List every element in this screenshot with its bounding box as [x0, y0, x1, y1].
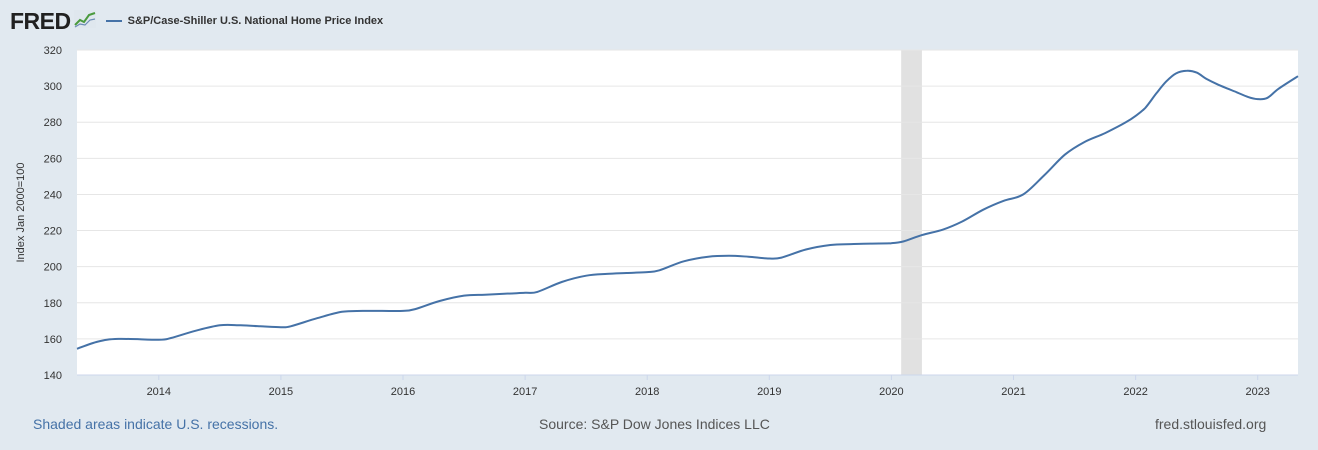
legend-line-marker [105, 20, 122, 22]
x-tick-label: 2014 [147, 386, 171, 398]
x-axis-ticks: 2014 2015 2016 2017 2018 2019 2020 2021 2022 2023 [77, 374, 1298, 398]
chart-header: FRED S&P/Case-Shiller U.S. National Home… [10, 8, 383, 34]
legend-label: S&P/Case-Shiller U.S. National Home Pric… [127, 15, 384, 27]
x-tick-label: 2019 [757, 386, 781, 398]
source-text: Source: S&P Dow Jones Indices LLC [539, 416, 770, 432]
series-line [76, 69, 1299, 350]
y-tick-label: 260 [44, 153, 62, 165]
plot-area [77, 50, 1298, 375]
x-tick-label: 2017 [513, 386, 537, 398]
y-tick-label: 200 [44, 262, 62, 274]
x-tick-label: 2015 [269, 386, 293, 398]
chart-footer: Shaded areas indicate U.S. recessions. S… [0, 416, 1318, 436]
y-tick-label: 140 [44, 370, 62, 382]
y-tick-label: 220 [44, 226, 62, 238]
x-tick-label: 2022 [1123, 386, 1147, 398]
recession-shading [901, 50, 922, 375]
y-tick-label: 180 [44, 298, 62, 310]
y-tick-label: 300 [44, 81, 62, 93]
y-tick-label: 320 [44, 45, 62, 57]
x-tick-label: 2020 [879, 386, 903, 398]
y-axis-ticks: 140 160 180 200 220 240 260 280 300 320 [44, 45, 62, 382]
x-tick-label: 2016 [391, 386, 415, 398]
y-tick-label: 280 [44, 117, 62, 129]
y-tick-label: 240 [44, 189, 62, 201]
chart-logo-icon [73, 9, 96, 33]
recession-note-link[interactable]: Shaded areas indicate U.S. recessions. [33, 416, 279, 432]
fred-logo[interactable]: FRED [10, 8, 71, 34]
recession-band [901, 50, 922, 375]
x-tick-label: 2023 [1245, 386, 1269, 398]
y-tick-label: 160 [44, 334, 62, 346]
x-tick-label: 2021 [1001, 386, 1025, 398]
x-tick-label: 2018 [635, 386, 659, 398]
legend[interactable]: S&P/Case-Shiller U.S. National Home Pric… [105, 15, 384, 27]
y-axis-title: Index Jan 2000=100 [15, 162, 27, 262]
site-link[interactable]: fred.stlouisfed.org [1155, 416, 1267, 432]
series-layer [76, 69, 1299, 350]
